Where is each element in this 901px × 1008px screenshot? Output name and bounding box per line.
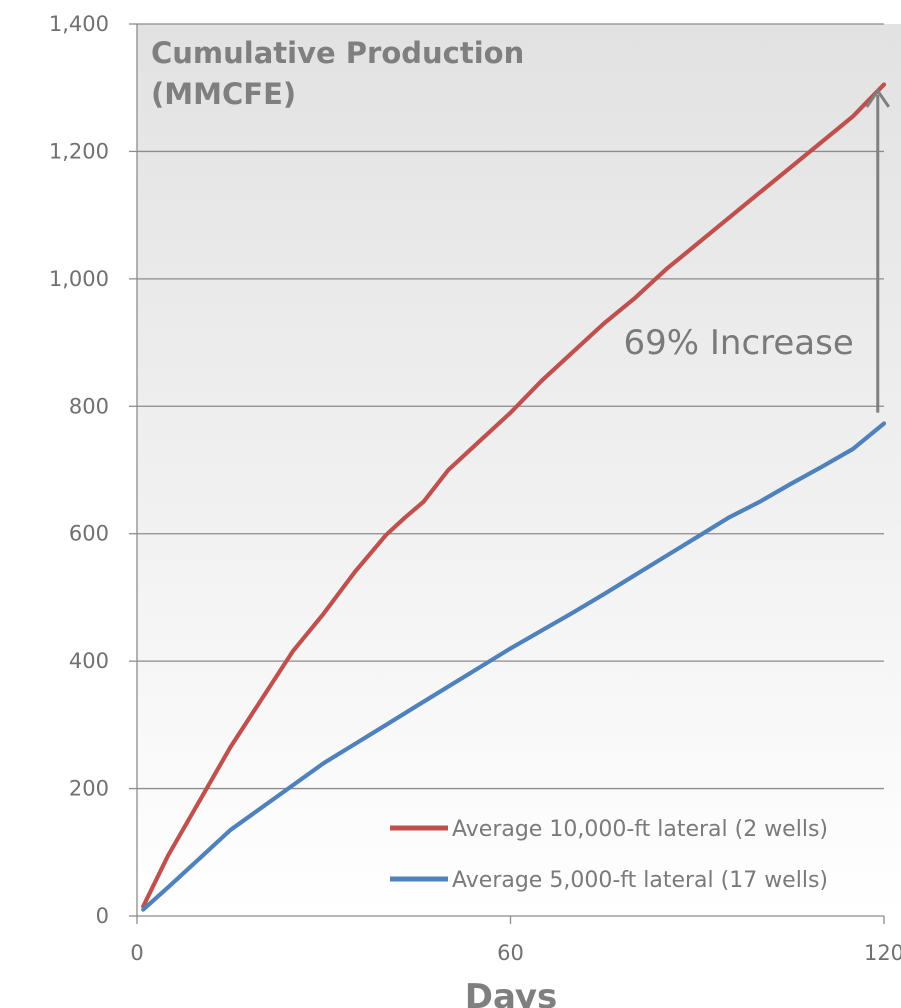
y-tick-label: 600	[69, 522, 109, 546]
x-tick-label: 120	[864, 941, 901, 965]
legend-label-2: Average 5,000-ft lateral (17 wells)	[452, 868, 828, 893]
annotation-arrow-head	[865, 88, 891, 108]
y-tick-label: 800	[69, 394, 109, 418]
x-tick-label: 60	[497, 941, 524, 965]
y-tick-label: 1,000	[49, 267, 109, 291]
annotation-label: 69% Increase	[624, 323, 854, 363]
grid-lines	[137, 23, 884, 790]
y-tick-label: 200	[69, 777, 109, 801]
chart-subtitle: (MMCFE)	[151, 77, 296, 111]
y-tick-label: 400	[69, 649, 109, 673]
legend: Average 10,000-ft lateral (2 wells) Avera…	[390, 817, 828, 893]
chart-title: Cumulative Production	[151, 36, 524, 70]
y-tick-label: 1,200	[49, 139, 109, 163]
series-line-2	[141, 421, 887, 912]
annotation-layer: 69% Increase	[624, 88, 891, 413]
y-tick-label: 0	[96, 904, 109, 928]
series-line-1	[141, 82, 887, 909]
x-tick-label: 0	[130, 941, 143, 965]
y-tick-label: 1,400	[49, 12, 109, 36]
legend-label-1: Average 10,000-ft lateral (2 wells)	[452, 817, 828, 842]
x-axis-label: Days	[465, 977, 558, 1008]
plot-background	[137, 24, 901, 916]
series-layer	[141, 82, 887, 912]
axes: 0 200 400 600 800 1,000 1,200 1,400 0 60 120	[49, 12, 901, 965]
